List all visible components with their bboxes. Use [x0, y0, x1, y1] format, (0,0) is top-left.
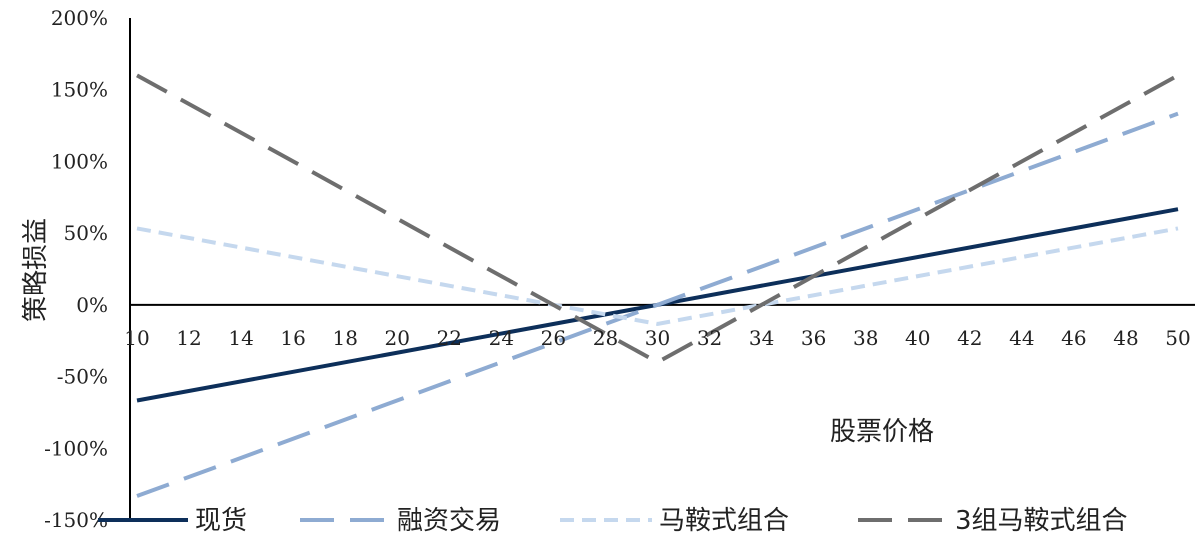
x-tick-label: 38 — [853, 326, 878, 350]
x-tick-label: 32 — [697, 326, 722, 350]
x-tick-label: 46 — [1061, 326, 1086, 350]
y-tick-label: 50% — [64, 221, 108, 245]
legend: 现货 融资交易 马鞍式组合 3组马鞍式组合 — [98, 506, 1128, 536]
x-tick-label: 22 — [437, 326, 462, 350]
x-tick-label: 42 — [957, 326, 982, 350]
x-tick-label: 30 — [645, 326, 670, 350]
y-tick-label: 150% — [51, 78, 108, 102]
x-tick-label: 18 — [332, 326, 357, 350]
series-line — [136, 111, 1179, 498]
x-tick-label: 20 — [385, 326, 410, 350]
legend-label: 现货 — [195, 506, 247, 536]
legend-label: 融资交易 — [397, 506, 501, 536]
ticks: 200% 150% 100% 50% 0% -50% -100% -150% 10 12 14 16 1… — [44, 6, 1191, 532]
x-tick-label: 36 — [801, 326, 826, 350]
x-tick-label: 10 — [124, 326, 149, 350]
y-axis-label: 策略损益 — [21, 218, 51, 322]
legend-label: 马鞍式组合 — [659, 506, 789, 536]
series-line — [136, 226, 1179, 326]
x-tick-label: 12 — [176, 326, 201, 350]
axes — [129, 18, 1195, 520]
x-tick-label: 48 — [1113, 326, 1138, 350]
x-tick-label: 28 — [593, 326, 618, 350]
x-tick-label: 50 — [1165, 326, 1190, 350]
x-tick-label: 26 — [541, 326, 566, 350]
y-tick-label: 100% — [51, 149, 108, 173]
y-tick-label: -150% — [44, 508, 108, 532]
series-line — [136, 73, 1179, 365]
legend-label: 3组马鞍式组合 — [955, 506, 1128, 536]
plot-lines — [136, 73, 1179, 498]
x-tick-label: 44 — [1009, 326, 1034, 350]
x-tick-label: 14 — [228, 326, 253, 350]
x-tick-label: 24 — [489, 326, 514, 350]
x-tick-label: 34 — [749, 326, 774, 350]
y-tick-label: 0% — [76, 293, 108, 317]
x-tick-label: 40 — [905, 326, 930, 350]
y-tick-label: -50% — [57, 365, 108, 389]
y-tick-label: -100% — [44, 436, 108, 460]
x-axis-label: 股票价格 — [830, 417, 934, 447]
y-tick-label: 200% — [51, 6, 108, 30]
x-tick-label: 16 — [280, 326, 305, 350]
